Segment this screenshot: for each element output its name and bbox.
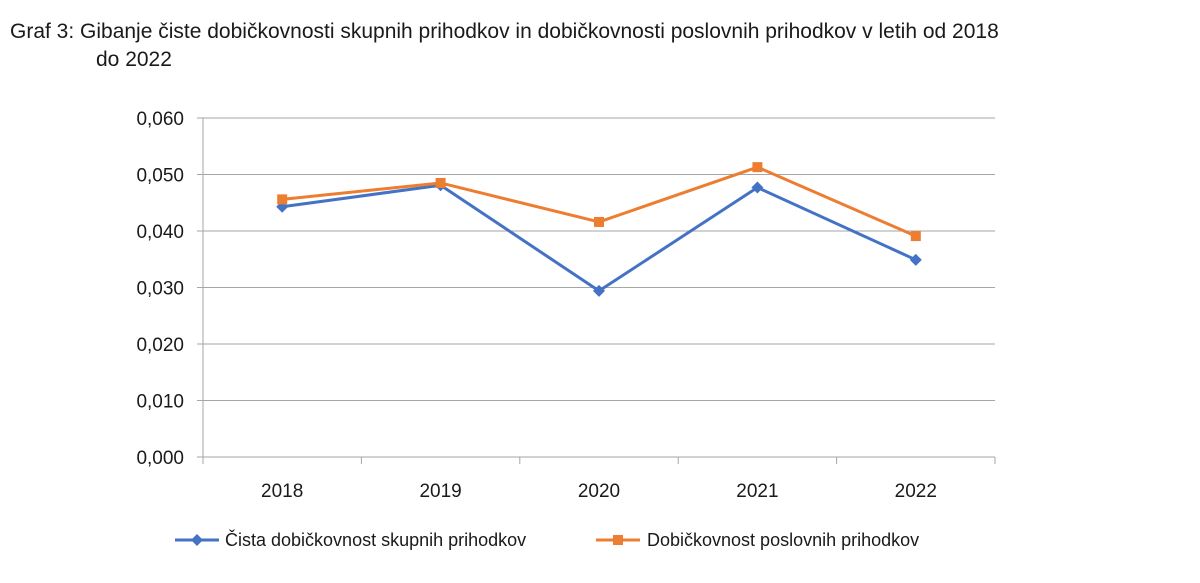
legend-marker <box>613 535 623 545</box>
legend-marker <box>191 534 203 546</box>
data-point <box>752 162 763 173</box>
y-tick-label: 0,000 <box>136 448 184 469</box>
data-point <box>751 181 764 194</box>
y-tick-labels: 0,000 0,010 0,020 0,030 0,040 0,050 0,060 <box>136 109 184 469</box>
legend-label: Čista dobičkovnost skupnih prihodkov <box>225 529 526 550</box>
legend-entry-0: Čista dobičkovnost skupnih prihodkov <box>175 529 526 550</box>
y-tick-label: 0,040 <box>136 222 184 243</box>
gridlines <box>203 117 995 401</box>
chart-title: Graf 3: Gibanje čiste dobičkovnosti skup… <box>10 18 1195 74</box>
chart-title-line-2: do 2022 <box>96 48 172 71</box>
data-point <box>277 194 288 205</box>
data-point <box>594 216 604 227</box>
x-tick-label: 2019 <box>419 481 461 502</box>
legend-label: Dobičkovnost poslovnih prihodkov <box>647 530 919 550</box>
data-point <box>593 284 605 297</box>
series-line <box>280 183 918 293</box>
y-tick-label: 0,010 <box>136 392 184 413</box>
legend-entry-1: Dobičkovnost poslovnih prihodkov <box>596 530 919 550</box>
legend: Čista dobičkovnost skupnih prihodkov Dobi… <box>175 529 919 550</box>
x-tick-label: 2018 <box>261 481 303 502</box>
y-tick-label: 0,020 <box>136 335 184 356</box>
data-point <box>435 177 446 188</box>
x-tick-label: 2020 <box>578 481 620 502</box>
x-tick-label: 2021 <box>736 481 778 502</box>
chart-title-line-1: Graf 3: Gibanje čiste dobičkovnosti skup… <box>10 20 999 43</box>
data-point <box>909 253 922 266</box>
data-point <box>910 231 921 242</box>
series-1 <box>277 162 921 242</box>
y-tick-label: 0,030 <box>136 279 184 300</box>
x-tick-labels: 2018 2019 2020 2021 2022 <box>261 481 937 502</box>
axes <box>197 117 996 464</box>
series <box>276 162 922 297</box>
y-tick-label: 0,060 <box>136 109 184 130</box>
y-tick-label: 0,050 <box>136 166 184 187</box>
x-tick-label: 2022 <box>895 481 937 502</box>
